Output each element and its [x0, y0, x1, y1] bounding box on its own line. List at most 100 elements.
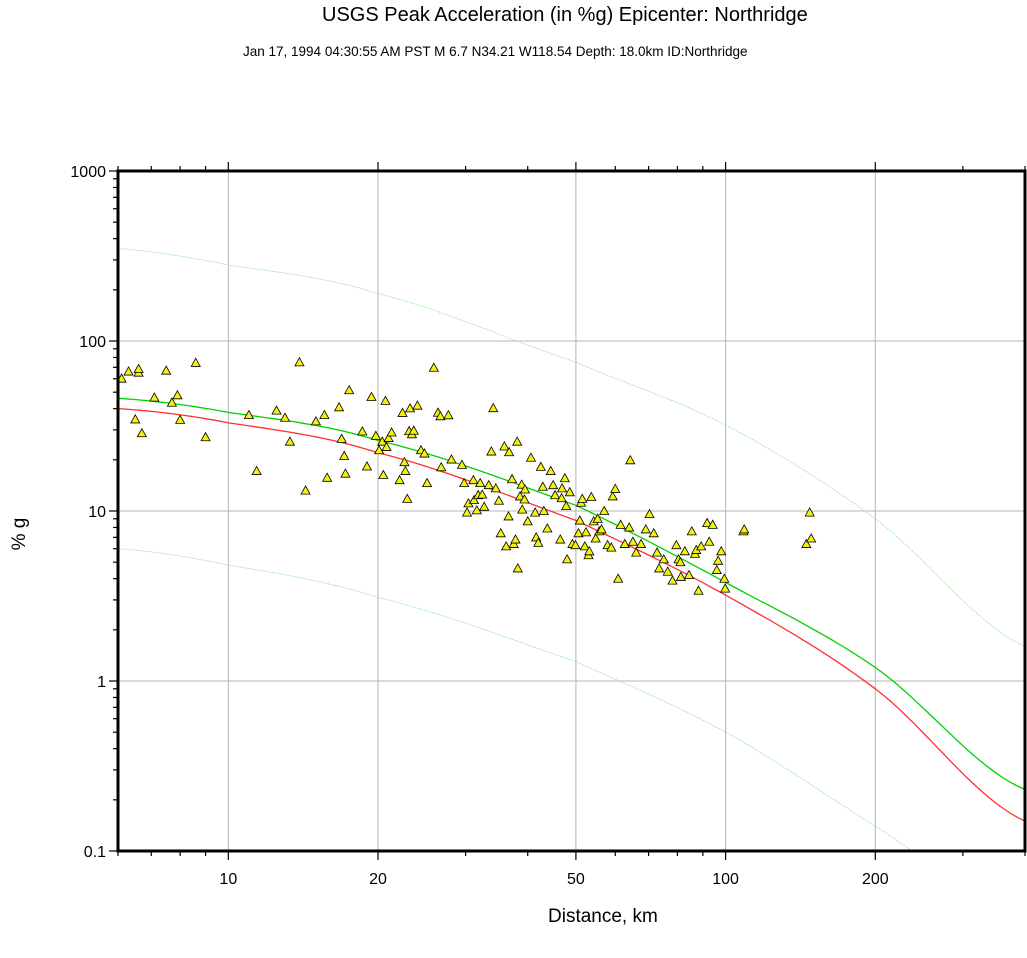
x-tick-label: 50 — [567, 871, 585, 888]
data-point — [658, 553, 669, 564]
data-point — [174, 414, 186, 424]
data-point — [651, 547, 663, 557]
data-point — [537, 481, 549, 491]
data-point — [251, 465, 262, 475]
data-point — [555, 534, 566, 544]
data-point — [719, 583, 731, 593]
data-point — [500, 540, 512, 551]
series-line-2 — [118, 407, 1025, 822]
data-point — [435, 410, 446, 421]
data-point — [512, 436, 523, 446]
data-point — [468, 474, 479, 485]
data-point — [366, 391, 377, 401]
x-tick-label: 200 — [862, 871, 889, 888]
data-point — [493, 495, 505, 505]
data-point — [556, 482, 568, 493]
data-point — [383, 432, 394, 442]
data-point — [503, 446, 515, 457]
data-point — [321, 472, 333, 482]
data-point — [545, 465, 556, 475]
data-point — [404, 402, 416, 413]
data-point — [380, 395, 391, 405]
data-point — [804, 507, 815, 517]
data-point — [456, 459, 468, 469]
y-tick-label: 0.1 — [84, 844, 106, 861]
data-point — [801, 538, 812, 548]
data-point — [671, 539, 682, 550]
y-tick-label: 10 — [88, 504, 106, 521]
data-point — [446, 454, 457, 464]
data-point — [640, 524, 651, 534]
data-point — [483, 479, 494, 490]
data-point — [719, 573, 730, 583]
data-point — [711, 564, 722, 574]
data-point — [564, 486, 575, 497]
data-point — [458, 477, 470, 488]
grid-lines — [118, 170, 1025, 852]
data-point — [512, 563, 523, 573]
y-tick-label: 100 — [79, 334, 106, 351]
data-point — [336, 433, 347, 443]
data-point — [683, 569, 695, 580]
data-point — [538, 505, 550, 515]
y-tick-labels: 0.1 1 10 100 1000 — [70, 164, 106, 861]
data-point — [599, 505, 610, 515]
data-point — [461, 507, 473, 517]
data-point — [586, 491, 597, 501]
chart-subtitle: Jan 17, 1994 04:30:55 AM PST M 6.7 N34.2… — [243, 44, 748, 59]
data-point — [394, 474, 405, 485]
data-point — [408, 425, 419, 435]
data-point — [653, 563, 665, 573]
data-point — [519, 484, 531, 494]
data-point — [130, 414, 141, 424]
data-point — [488, 402, 499, 413]
data-point — [584, 545, 595, 556]
data-point — [619, 538, 630, 548]
data-point — [294, 356, 305, 367]
data-point — [172, 389, 183, 400]
data-point — [479, 501, 490, 511]
data-point — [499, 441, 510, 451]
data-point — [344, 384, 355, 395]
data-point — [612, 573, 624, 583]
data-point — [300, 485, 311, 495]
data-point — [648, 527, 659, 538]
data-point — [624, 522, 635, 532]
data-point — [693, 585, 704, 595]
data-point — [533, 537, 544, 547]
data-point — [625, 454, 636, 465]
data-point — [535, 461, 546, 471]
data-point — [561, 500, 572, 511]
data-point — [559, 472, 571, 483]
data-point — [339, 450, 350, 460]
data-point — [596, 524, 607, 534]
y-axis-label: % g — [9, 517, 30, 551]
data-point — [573, 527, 584, 538]
data-point — [522, 515, 533, 526]
data-point — [675, 556, 686, 567]
series-line-4 — [118, 548, 913, 851]
data-point — [443, 409, 454, 420]
data-point — [378, 469, 389, 479]
data-point — [517, 504, 528, 514]
x-tick-label: 20 — [369, 871, 387, 888]
data-point — [631, 547, 642, 557]
data-point — [402, 493, 413, 503]
data-point — [333, 401, 345, 412]
data-point — [519, 494, 530, 504]
data-point — [357, 426, 368, 436]
data-point — [525, 452, 537, 462]
data-point — [319, 409, 330, 420]
data-point — [592, 513, 603, 523]
data-point — [200, 431, 211, 442]
data-point — [701, 517, 713, 527]
data-point — [607, 490, 618, 501]
data-point — [421, 477, 433, 488]
chart-title: USGS Peak Acceleration (in %g) Epicenter… — [322, 4, 808, 26]
data-point — [310, 415, 322, 426]
data-point — [510, 534, 521, 544]
data-point — [679, 545, 691, 556]
data-point — [514, 490, 526, 501]
data-point — [284, 436, 296, 446]
